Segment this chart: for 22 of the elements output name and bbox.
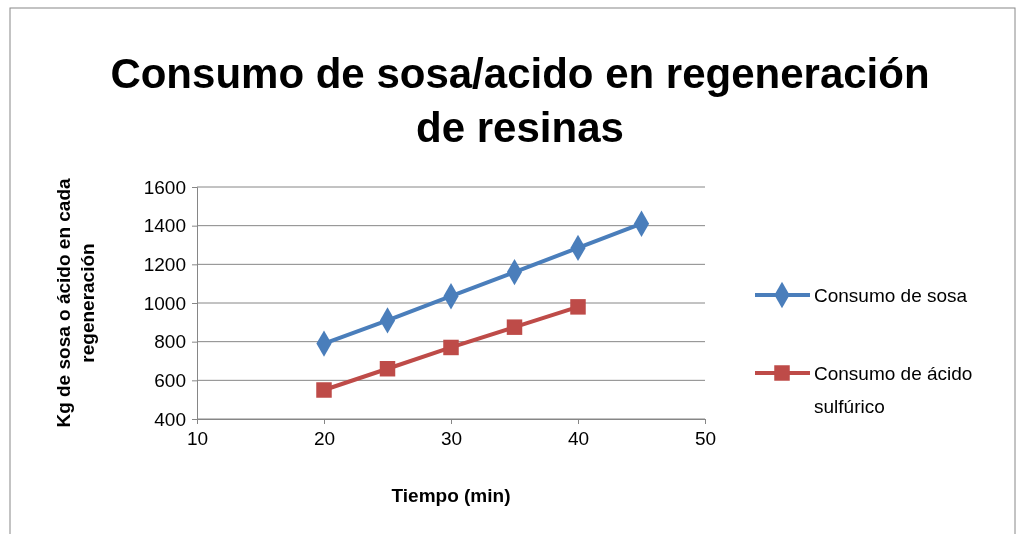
point — [506, 319, 523, 335]
y-tick-label: 1200 — [143, 253, 186, 275]
x-tick-label: 20 — [313, 428, 336, 450]
y-tick-label: 1600 — [143, 176, 186, 198]
chart-title: Consumo de sosa/acido en regeneración de resinas — [110, 50, 930, 151]
y-axis-title: Kg de sosa o ácido en cada regeneración — [53, 177, 98, 428]
point — [316, 382, 332, 398]
x-tick-label: 10 — [186, 428, 209, 450]
y-tick-label: 800 — [154, 331, 186, 353]
y-tick-label: 400 — [154, 408, 186, 430]
x-axis-title: Tiempo (min) — [391, 485, 511, 506]
legend-label: Consumo de ácido sulfúrico — [814, 363, 973, 417]
x-tick-label: 40 — [567, 428, 590, 450]
point — [443, 339, 459, 356]
x-tick-label: 30 — [440, 428, 463, 450]
y-tick-label: 1400 — [143, 215, 186, 237]
point — [570, 299, 586, 315]
y-tick-label: 600 — [154, 369, 186, 391]
x-tick-label: 50 — [694, 428, 717, 450]
point — [379, 360, 396, 377]
y-tick-label: 1000 — [143, 292, 186, 314]
legend-label: Consumo de sosa — [814, 285, 968, 306]
